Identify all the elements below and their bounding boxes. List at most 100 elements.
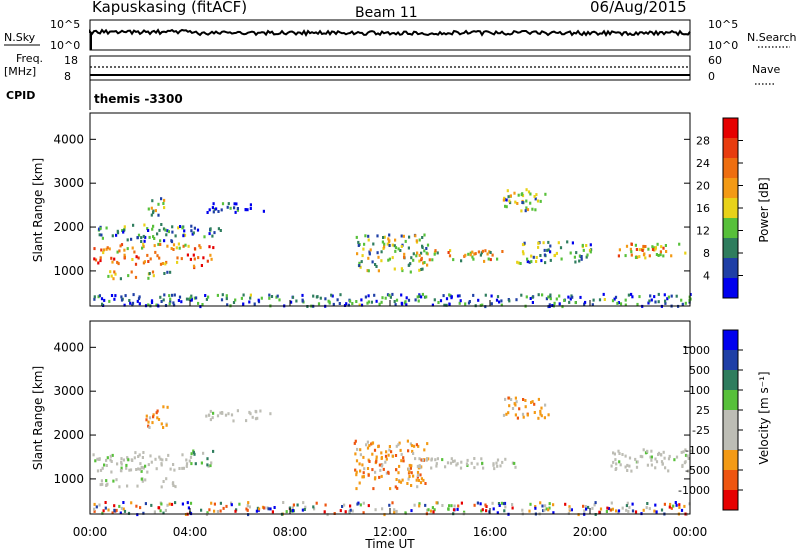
heatmap-cell-74 [161,458,164,462]
heatmap-cell-63 [96,457,99,461]
heatmap-cell-651 [181,502,184,506]
heatmap-cell-448 [433,508,436,512]
heatmap-cell-171 [358,462,361,466]
heatmap-cell-128 [190,452,193,456]
heatmap-cell-182 [211,234,214,238]
heatmap-cell-660 [432,510,435,514]
heatmap-cell-44 [92,453,95,457]
heatmap-cell-617 [162,298,165,302]
colorbar-swatch-4 [723,198,738,218]
heatmap-cell-211 [420,251,423,255]
heatmap-cell-14 [105,464,108,467]
heatmap-cell-222 [368,250,371,254]
heatmap-cell-382 [667,469,670,473]
heatmap-cell-325 [433,250,437,254]
heatmap-cell-93 [105,226,108,230]
heatmap-cell-16 [173,468,176,472]
heatmap-cell-1 [155,467,158,471]
heatmap-cell-70 [163,272,166,275]
heatmap-cell-656 [570,508,573,512]
heatmap-cell-649 [190,294,193,298]
freq-tick-top: 18 [64,54,78,67]
velocity-colorbar-swatches: -1000 -500 -100 -25 25 100 500 1000 [678,329,743,511]
heatmap-cell-629 [447,507,450,511]
heatmap-cell-359 [524,209,527,213]
heatmap-cell-379 [506,189,509,193]
heatmap-cell-239 [413,444,416,448]
heatmap-cell-194 [208,208,211,212]
heatmap-cell-583 [503,502,506,506]
heatmap-cell-278 [388,233,391,237]
heatmap-cell-392 [626,463,629,467]
heatmap-cell-639 [689,293,692,296]
heatmap-cell-327 [415,254,418,258]
colorbar-swatch-3 [723,430,738,450]
heatmap-cell-229 [359,448,362,452]
heatmap-cell-52 [99,259,102,263]
heatmap-cell-308 [495,461,498,465]
heatmap-cell-591 [393,300,396,303]
heatmap-cell-243 [384,454,388,458]
heatmap-cell-112 [159,239,162,243]
heatmap-cell-205 [236,207,239,210]
nsky-label: N.Sky [4,31,36,44]
heatmap-cell-443 [351,509,354,513]
heatmap-cell-634 [448,504,451,508]
heatmap-cell-665 [631,295,634,299]
heatmap-cell-461 [651,248,655,251]
heatmap-cell-594 [464,302,467,306]
heatmap-cell-773 [207,295,210,299]
heatmap-cell-591 [230,503,233,507]
heatmap-cell-29 [177,242,180,246]
heatmap-cell-332 [446,461,450,465]
heatmap-cell-376 [529,192,532,196]
heatmap-cell-487 [647,247,650,251]
heatmap-cell-153 [193,257,196,261]
colorbar-tick-label-4: 20 [696,180,710,193]
heatmap-cell-437 [581,243,584,247]
heatmap-cell-56 [135,468,138,471]
heatmap-cell-258 [367,234,370,238]
heatmap-cell-584 [389,295,392,299]
heatmap-cell-275 [393,244,396,248]
heatmap-cell-579 [97,295,100,299]
heatmap-cell-327 [460,460,463,464]
heatmap-cell-289 [394,246,398,250]
heatmap-cell-391 [537,245,540,249]
heatmap-cell-704 [268,296,271,300]
heatmap-cell-496 [684,301,687,305]
heatmap-cell-138 [211,416,214,420]
heatmap-cell-334 [487,257,490,261]
heatmap-cell-644 [170,502,174,506]
y-tick-label-3: 4000 [53,132,84,146]
heatmap-cell-318 [469,253,472,257]
heatmap-cell-156 [212,246,215,250]
heatmap-cell-521 [626,501,629,505]
heatmap-cell-34 [98,457,101,461]
heatmap-cell-330 [460,259,463,263]
heatmap-cell-369 [526,413,529,417]
heatmap-cell-638 [171,293,174,297]
heatmap-cell-156 [254,417,258,421]
heatmap-cell-113 [164,228,167,232]
heatmap-cell-417 [589,243,592,247]
heatmap-cell-455 [664,244,667,247]
heatmap-cell-197 [229,206,232,210]
heatmap-cell-685 [169,297,172,301]
colorbar-swatch-0 [723,490,738,510]
heatmap-cell-534 [206,511,209,515]
heatmap-cell-106 [148,416,152,420]
heatmap-cell-303 [436,457,439,461]
heatmap-cell-635 [257,298,260,302]
heatmap-cell-643 [349,508,352,512]
heatmap-cell-652 [445,297,449,301]
heatmap-cell-421 [526,260,529,264]
heatmap-cell-729 [332,302,335,306]
heatmap-cell-103 [160,422,163,426]
heatmap-cell-95 [105,479,108,483]
heatmap-cell-144 [157,202,160,206]
heatmap-cell-199 [409,466,412,470]
heatmap-cell-502 [458,301,461,305]
heatmap-cell-598 [326,513,329,517]
heatmap-cell-117 [137,233,141,237]
